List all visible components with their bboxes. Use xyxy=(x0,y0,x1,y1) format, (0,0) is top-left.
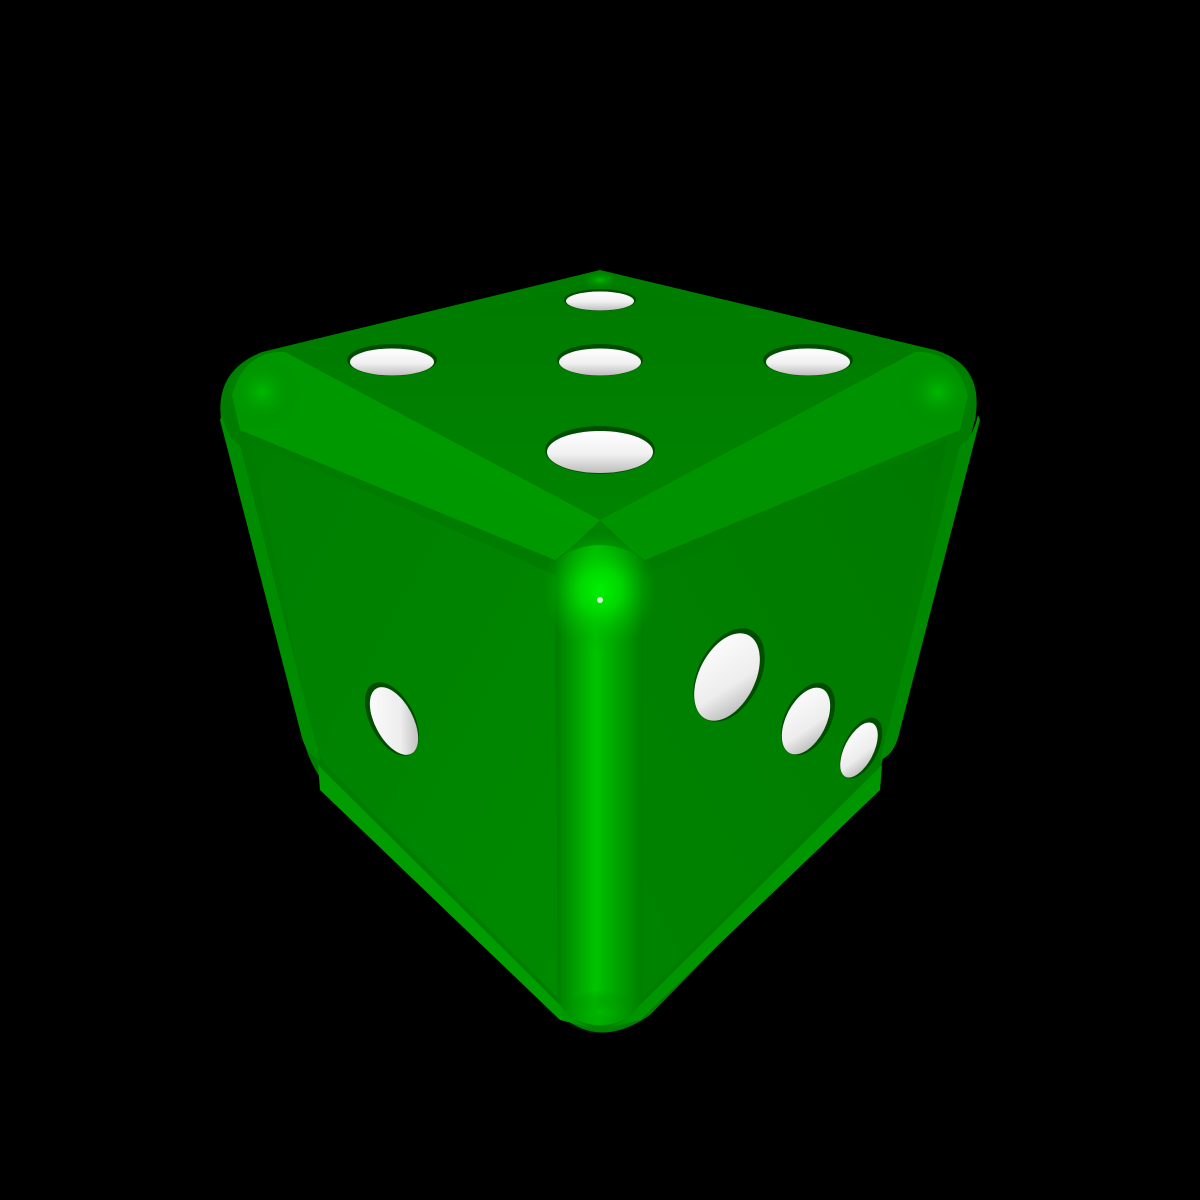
right-face-pips xyxy=(693,628,883,779)
die-edge-top-right xyxy=(600,351,968,560)
pip xyxy=(559,348,641,376)
pip xyxy=(694,633,760,721)
die-edge-left-back xyxy=(220,415,320,760)
die-edge-right-back xyxy=(880,415,980,760)
pip xyxy=(369,687,419,755)
die-edge-front-vertical xyxy=(555,545,645,1025)
pip xyxy=(781,687,831,755)
die-corner-highlight-bottom xyxy=(560,990,640,1034)
die-corner-highlight-left xyxy=(222,354,302,430)
die-edge-top-left xyxy=(232,351,600,560)
top-face-pips xyxy=(347,289,853,474)
die-corner-highlight-top xyxy=(580,270,620,290)
pip xyxy=(766,348,850,376)
specular-dot xyxy=(597,597,603,603)
pip xyxy=(547,431,653,473)
pip xyxy=(840,722,878,778)
pip xyxy=(566,291,634,311)
die-top-face xyxy=(282,282,920,530)
die-corner-highlight-front xyxy=(542,528,658,652)
left-face-pips xyxy=(364,682,420,756)
pip xyxy=(350,348,434,376)
die-corner-highlight-right xyxy=(898,354,978,430)
